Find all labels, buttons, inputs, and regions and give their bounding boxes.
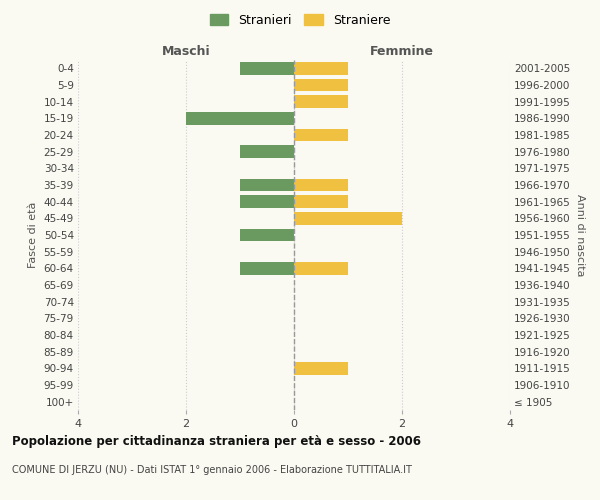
Bar bbox=[240, 229, 294, 241]
Legend: Stranieri, Straniere: Stranieri, Straniere bbox=[205, 8, 395, 32]
Bar bbox=[294, 62, 348, 74]
Bar bbox=[294, 79, 348, 92]
Bar bbox=[294, 179, 348, 192]
Text: Maschi: Maschi bbox=[161, 46, 211, 59]
Bar bbox=[240, 196, 294, 208]
Text: COMUNE DI JERZU (NU) - Dati ISTAT 1° gennaio 2006 - Elaborazione TUTTITALIA.IT: COMUNE DI JERZU (NU) - Dati ISTAT 1° gen… bbox=[12, 465, 412, 475]
Y-axis label: Anni di nascita: Anni di nascita bbox=[575, 194, 585, 276]
Bar bbox=[240, 179, 294, 192]
Text: Femmine: Femmine bbox=[370, 46, 434, 59]
Bar bbox=[240, 146, 294, 158]
Y-axis label: Fasce di età: Fasce di età bbox=[28, 202, 38, 268]
Bar bbox=[186, 112, 294, 124]
Bar bbox=[294, 196, 348, 208]
Bar bbox=[294, 96, 348, 108]
Bar bbox=[294, 212, 402, 224]
Bar bbox=[294, 362, 348, 374]
Bar bbox=[294, 262, 348, 274]
Bar bbox=[240, 262, 294, 274]
Text: Popolazione per cittadinanza straniera per età e sesso - 2006: Popolazione per cittadinanza straniera p… bbox=[12, 435, 421, 448]
Bar bbox=[240, 62, 294, 74]
Bar bbox=[294, 129, 348, 141]
